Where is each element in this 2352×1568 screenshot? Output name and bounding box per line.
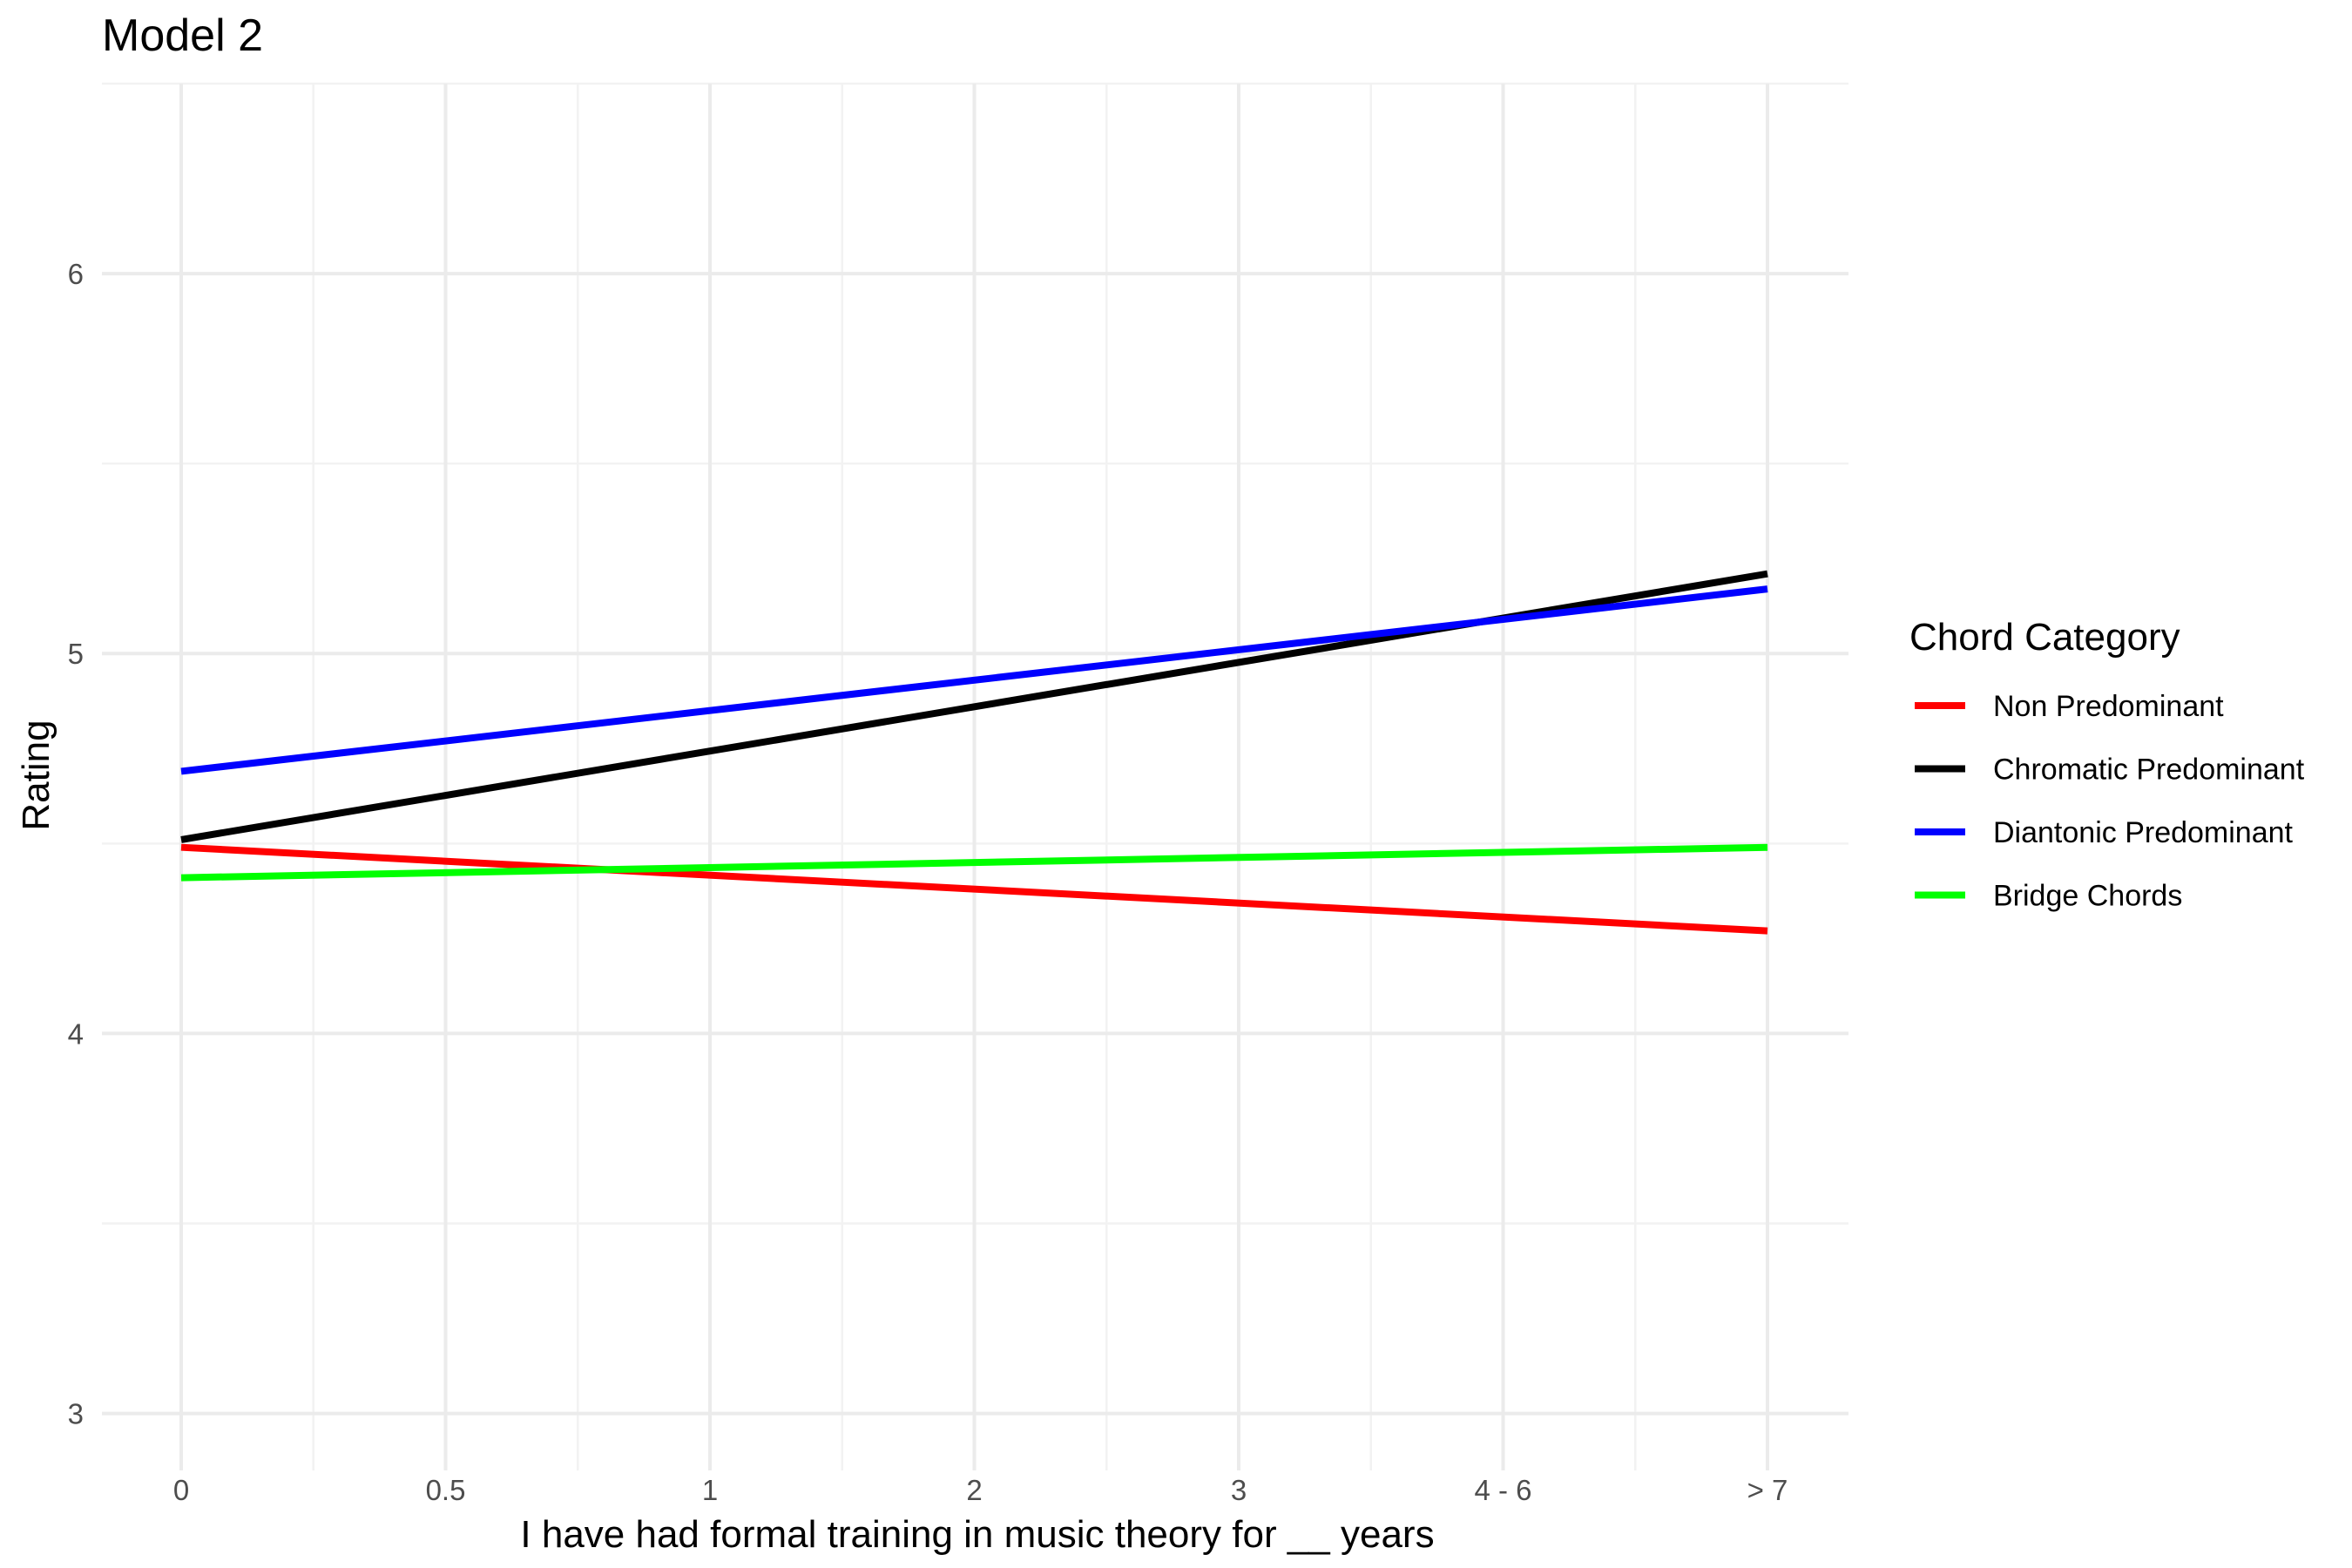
series-line-diantonic-predominant xyxy=(180,585,1768,775)
x-tick-label: 3 xyxy=(1231,1474,1247,1506)
y-tick-label: 3 xyxy=(68,1398,84,1430)
x-tick-label: 1 xyxy=(702,1474,718,1506)
series-line-non-predominant xyxy=(180,843,1768,935)
legend: Chord Category Non Predominant Chromatic … xyxy=(1909,616,2305,913)
y-tick-label: 5 xyxy=(68,638,84,670)
x-tick-label: 4 - 6 xyxy=(1474,1474,1531,1506)
grid xyxy=(102,82,1848,1470)
series-line-bridge-chords xyxy=(180,843,1768,882)
legend-label: Chromatic Predominant xyxy=(1993,754,2305,787)
legend-items: Non Predominant Chromatic Predominant Dian… xyxy=(1915,690,2305,913)
y-axis-title: Rating xyxy=(15,720,57,830)
y-tick-label: 4 xyxy=(68,1017,84,1050)
legend-label: Bridge Chords xyxy=(1993,880,2182,913)
legend-item: Non Predominant xyxy=(1915,690,2224,723)
legend-label: Non Predominant xyxy=(1993,690,2224,723)
x-axis-title: I have had formal training in music theo… xyxy=(520,1513,1434,1556)
x-tick-label: > 7 xyxy=(1747,1474,1788,1506)
legend-item: Bridge Chords xyxy=(1915,880,2182,913)
tick-labels: 0 0.5 1 2 3 4 - 6 > 7 3 4 5 6 xyxy=(68,258,1788,1506)
legend-item: Diantonic Predominant xyxy=(1915,816,2294,849)
chart-title: Model 2 xyxy=(102,10,263,61)
legend-item: Chromatic Predominant xyxy=(1915,754,2305,787)
series-lines xyxy=(180,570,1768,935)
legend-title: Chord Category xyxy=(1909,616,2180,659)
x-tick-label: 0 xyxy=(173,1474,189,1506)
x-tick-label: 0.5 xyxy=(426,1474,466,1506)
x-tick-label: 2 xyxy=(966,1474,982,1506)
y-tick-label: 6 xyxy=(68,258,84,290)
legend-label: Diantonic Predominant xyxy=(1993,816,2294,849)
